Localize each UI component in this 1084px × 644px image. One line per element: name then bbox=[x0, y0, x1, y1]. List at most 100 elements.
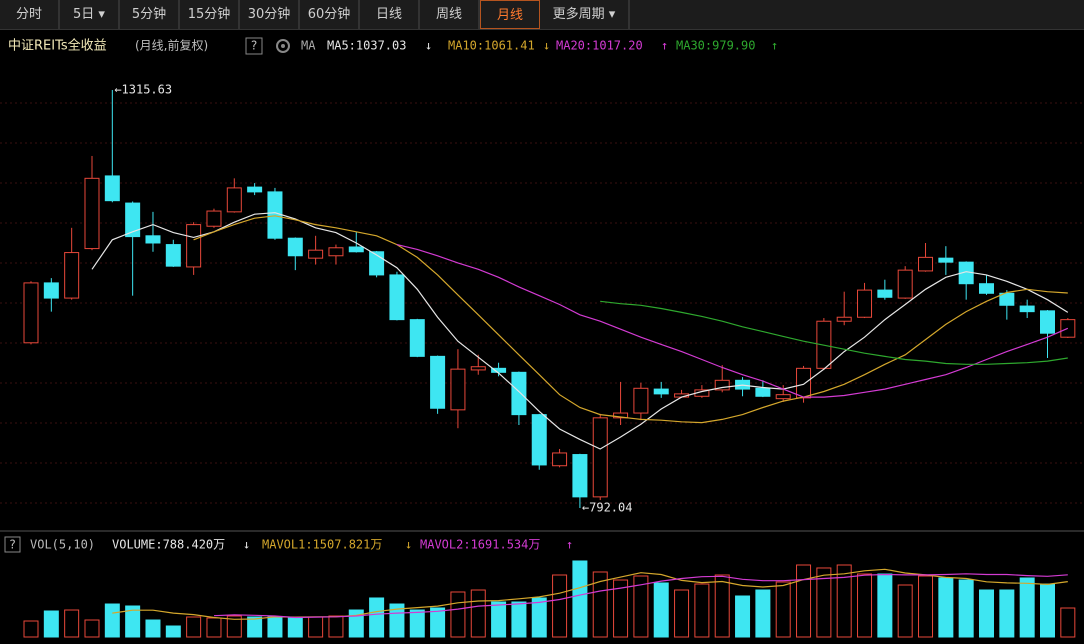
volume-bar bbox=[897, 584, 913, 638]
legend-label: MA10:1061.41 bbox=[448, 39, 535, 53]
legend-label: MA30:979.90 bbox=[676, 39, 755, 53]
help-icon[interactable]: ? bbox=[250, 39, 257, 53]
volume-bar bbox=[84, 619, 100, 638]
volume-bar bbox=[165, 625, 181, 638]
legend-arrow: ↓ bbox=[405, 538, 412, 552]
candle-body bbox=[836, 316, 852, 322]
toolbar: 分时 5日 ▾ 5分钟 15分钟 30分钟 60分钟 日线 周线 月线 更多周期 ▾ bbox=[0, 0, 1084, 30]
candle-body bbox=[84, 177, 100, 250]
volume-bar bbox=[877, 573, 893, 638]
period-tab[interactable]: 月线 bbox=[480, 0, 540, 29]
vol-label: VOLUME:788.420万 bbox=[112, 538, 225, 552]
ma-line bbox=[396, 244, 1069, 398]
period-tab[interactable]: 5日 ▾ bbox=[60, 0, 120, 29]
volume-bar bbox=[1040, 583, 1055, 638]
candle-body bbox=[470, 366, 486, 371]
volume-bar bbox=[104, 603, 120, 638]
volume-bar bbox=[857, 573, 873, 638]
candle-body bbox=[796, 367, 812, 399]
help-box[interactable] bbox=[4, 536, 21, 553]
volume-bar bbox=[308, 616, 324, 638]
mavol-line bbox=[213, 573, 1068, 619]
volume-bar bbox=[958, 579, 974, 638]
candle-body bbox=[308, 249, 324, 259]
help-box[interactable] bbox=[245, 37, 263, 55]
chart: 中证REITs全收益 (月线,前复权) ? MA ? VOL(5,10) VOL… bbox=[0, 30, 1084, 644]
extreme-label: ←792.04 bbox=[582, 501, 633, 515]
volume-bar bbox=[450, 591, 466, 638]
volume-bar bbox=[836, 564, 852, 638]
candle-body bbox=[714, 379, 730, 391]
candle-body bbox=[125, 202, 141, 238]
candle-body bbox=[511, 371, 527, 416]
candle-body bbox=[755, 387, 771, 397]
candle-body bbox=[409, 319, 425, 357]
volume-bar bbox=[186, 616, 202, 638]
volume-bar bbox=[775, 581, 791, 638]
volume-bar bbox=[552, 574, 568, 638]
volume-bar bbox=[328, 615, 344, 638]
volume-bar bbox=[572, 560, 588, 638]
period-tab[interactable]: 15分钟 bbox=[180, 0, 240, 29]
ma-label: MA bbox=[301, 39, 316, 53]
volume-bar bbox=[430, 607, 446, 638]
volume-bar bbox=[979, 589, 995, 638]
volume-bar bbox=[633, 575, 649, 638]
legend-arrow: ↓ bbox=[543, 39, 550, 53]
candle-body bbox=[247, 186, 263, 193]
candle-body bbox=[145, 235, 161, 244]
candle-body bbox=[633, 387, 649, 414]
help-icon[interactable]: ? bbox=[9, 538, 16, 552]
legend-label: MAVOL2:1691.534万 bbox=[420, 538, 540, 552]
candle-body bbox=[938, 257, 954, 263]
period-tab[interactable]: 60分钟 bbox=[300, 0, 360, 29]
candle-body bbox=[491, 367, 507, 373]
legend-arrow: ↑ bbox=[661, 39, 668, 53]
candle-body bbox=[165, 244, 181, 267]
period-tab[interactable]: 日线 bbox=[360, 0, 420, 29]
candle-body bbox=[531, 414, 547, 466]
volume-bar bbox=[491, 601, 507, 638]
ma-line bbox=[193, 215, 1068, 424]
background bbox=[0, 30, 1084, 644]
candle-body bbox=[999, 292, 1015, 306]
volume-bar bbox=[653, 582, 669, 638]
volume-bar bbox=[145, 619, 161, 638]
volume-bar bbox=[43, 610, 59, 638]
candle-body bbox=[186, 224, 202, 268]
candle-body bbox=[328, 247, 344, 257]
legend-label: MAVOL1:1507.821万 bbox=[262, 538, 382, 552]
volume-bar bbox=[267, 616, 283, 638]
volume-bar bbox=[674, 589, 690, 638]
candle-body bbox=[104, 175, 120, 202]
period-tab[interactable]: 更多周期 ▾ bbox=[540, 0, 630, 29]
candle-body bbox=[552, 452, 568, 467]
legend-arrow: ↑ bbox=[566, 538, 573, 552]
candle-body bbox=[897, 269, 913, 299]
period-tab[interactable]: 周线 bbox=[420, 0, 480, 29]
period-tab[interactable]: 5分钟 bbox=[120, 0, 180, 29]
volume-bar bbox=[348, 609, 364, 638]
period-tab[interactable]: 30分钟 bbox=[240, 0, 300, 29]
mavol-line bbox=[112, 568, 1068, 620]
volume-bar bbox=[389, 603, 405, 638]
volume-bar bbox=[613, 579, 629, 638]
candle-body bbox=[1019, 305, 1035, 313]
candle-body bbox=[1040, 310, 1055, 334]
legend-arrow: ↓ bbox=[425, 39, 432, 53]
candle-body bbox=[287, 237, 303, 257]
candle-body bbox=[572, 454, 588, 498]
volume-bar bbox=[287, 616, 303, 638]
volume-bar bbox=[531, 597, 547, 638]
period-tab[interactable]: 分时 bbox=[0, 0, 60, 29]
candle-body bbox=[918, 256, 934, 272]
legend-arrow: ↑ bbox=[771, 39, 778, 53]
volume-bar bbox=[1060, 607, 1076, 638]
candle-body bbox=[23, 282, 39, 344]
candle-body bbox=[877, 289, 893, 298]
volume-bar bbox=[369, 597, 385, 638]
volume-bar bbox=[206, 617, 222, 638]
ma-line bbox=[600, 300, 1068, 365]
settings-icon[interactable] bbox=[276, 39, 290, 53]
volume-bar bbox=[511, 601, 527, 638]
